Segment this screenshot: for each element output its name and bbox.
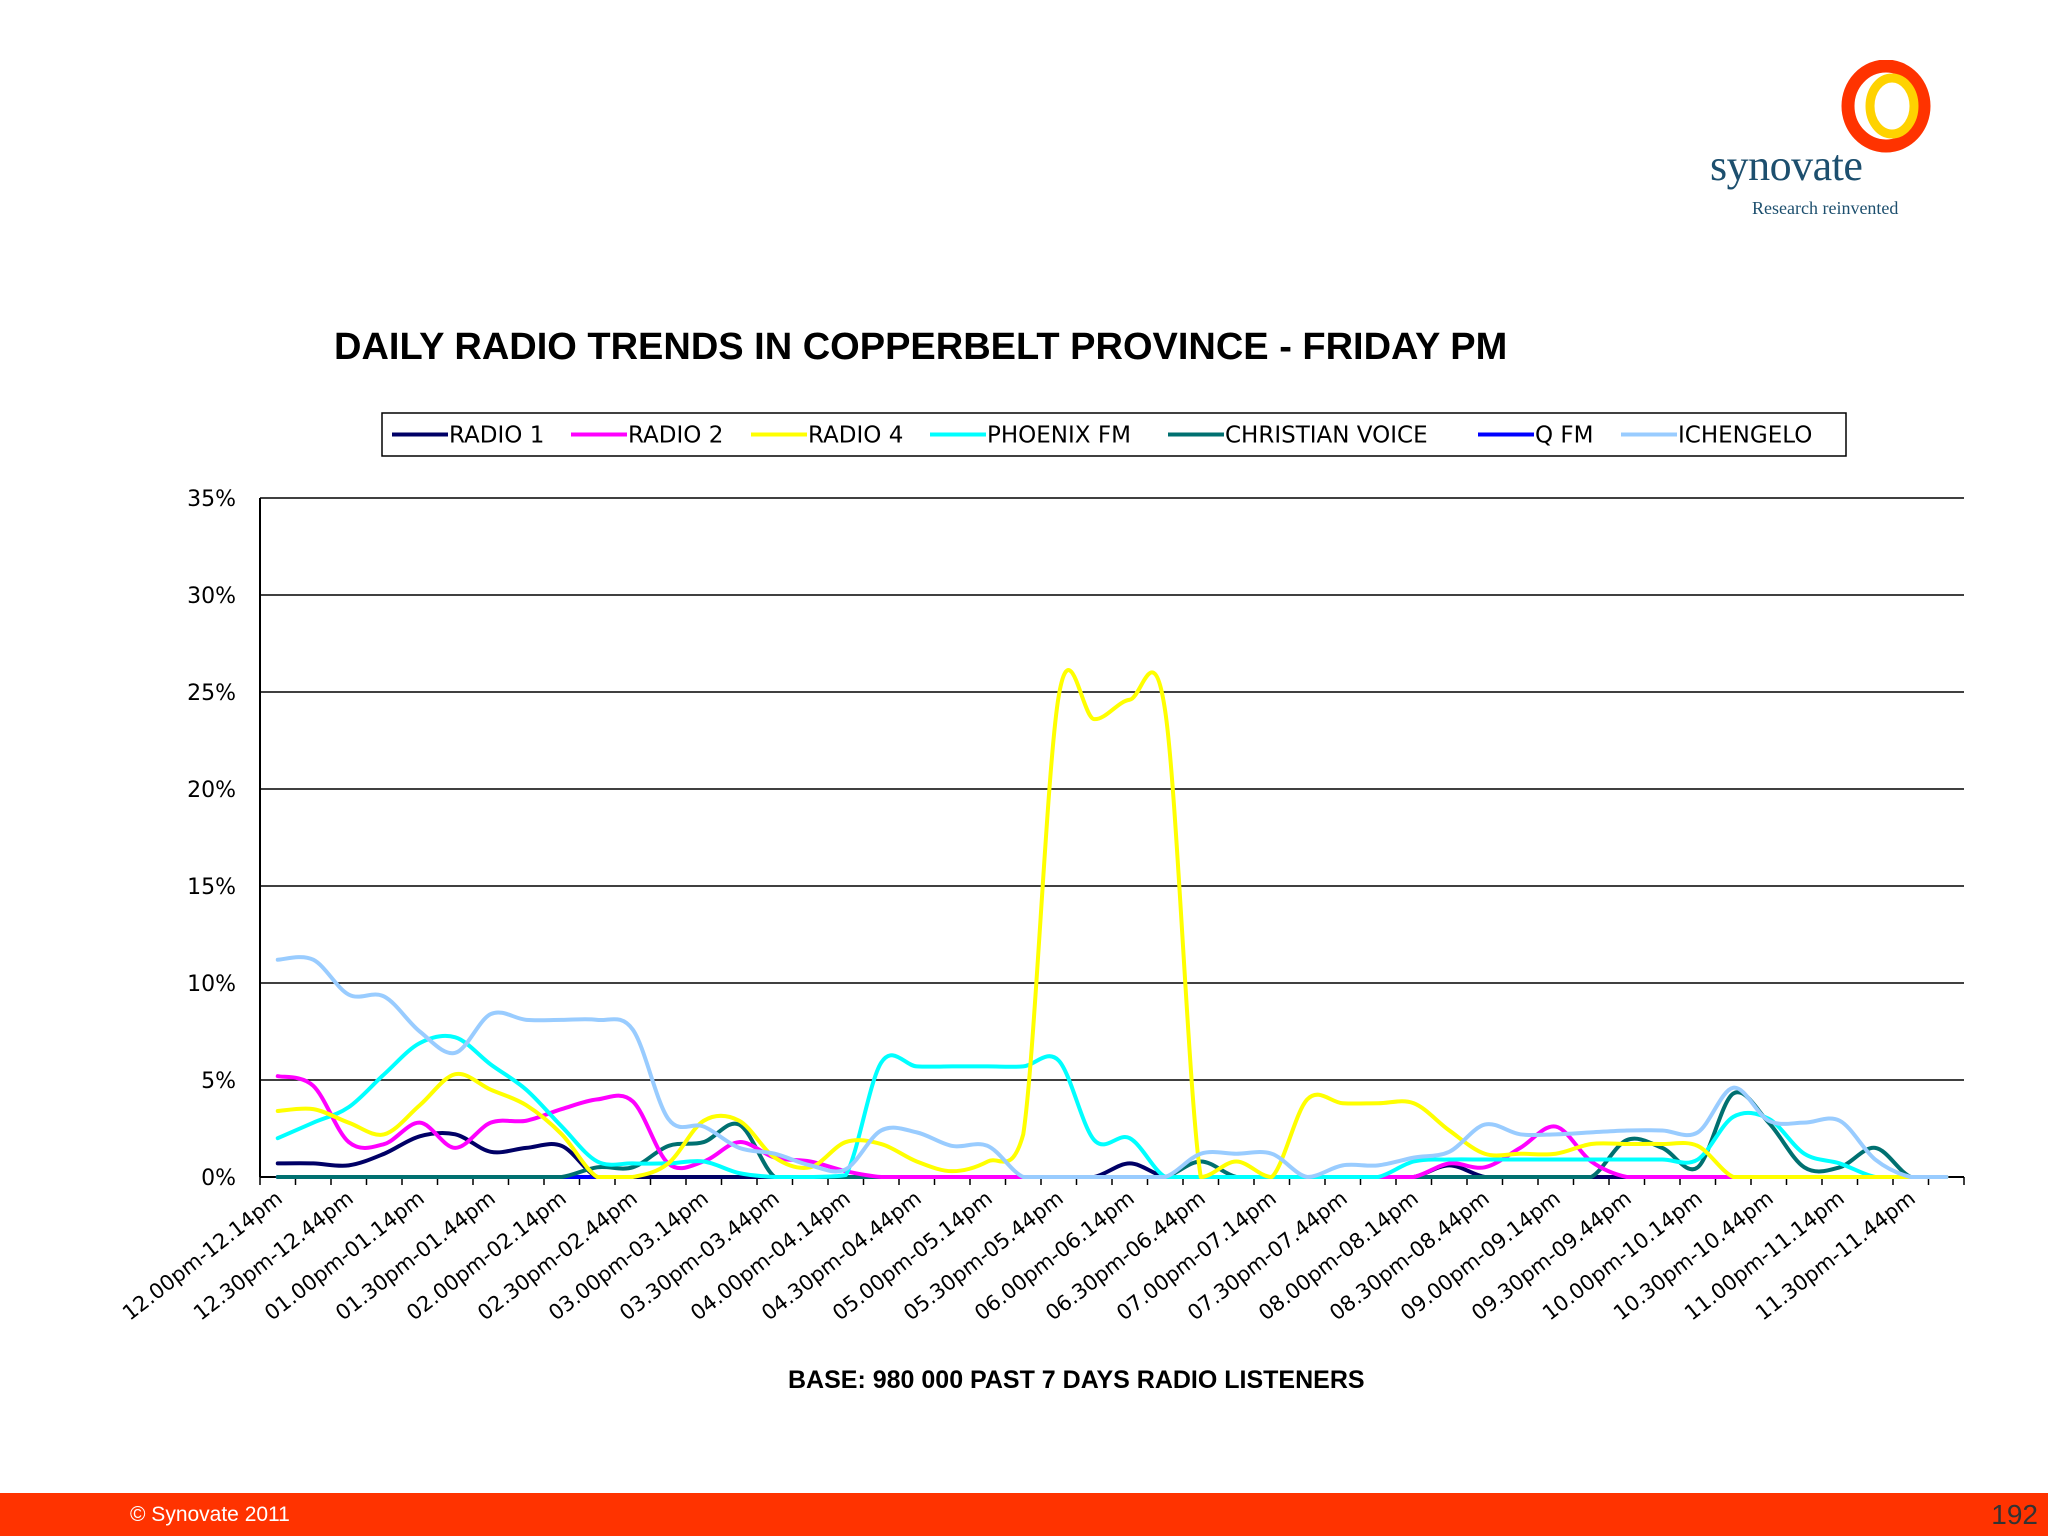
series-line-radio-4 [275,668,1949,1179]
legend-label-radio-2: RADIO 2 [628,423,723,449]
chart-title: DAILY RADIO TRENDS IN COPPERBELT PROVINC… [334,326,1508,368]
synovate-logo-ring [1841,60,1931,153]
logo-tagline: Research reinvented [1752,198,1899,218]
legend-label-phoenix-fm: PHOENIX FM [987,423,1131,449]
line-chart: 0%5%10%15%20%25%30%35%12.00pm-12.14pm12.… [118,412,1965,1325]
page-number: 192 [1991,1499,2038,1530]
series-line-ichengelo [275,955,1949,1179]
y-tick-label: 30% [187,584,236,609]
logo-wordmark: synovate [1710,141,1863,190]
legend-label-radio-1: RADIO 1 [449,423,544,449]
y-tick-label: 15% [187,875,236,900]
y-tick-label: 20% [187,778,236,803]
copyright-text: © Synovate 2011 [130,1503,290,1526]
y-tick-label: 10% [187,972,236,997]
y-tick-label: 25% [187,681,236,706]
footer-bar: © Synovate 2011 192 [0,1493,2048,1536]
y-tick-label: 5% [201,1069,236,1094]
y-tick-label: 35% [187,487,236,512]
legend-label-ichengelo: ICHENGELO [1678,423,1812,449]
y-tick-label: 0% [201,1166,236,1191]
base-note: BASE: 980 000 PAST 7 DAYS RADIO LISTENER… [788,1366,1365,1394]
series-line-phoenix-fm [275,1033,1949,1179]
legend-label-christian-voice: CHRISTIAN VOICE [1225,423,1428,449]
legend-label-q-fm: Q FM [1535,423,1594,449]
legend-label-radio-4: RADIO 4 [808,423,903,449]
